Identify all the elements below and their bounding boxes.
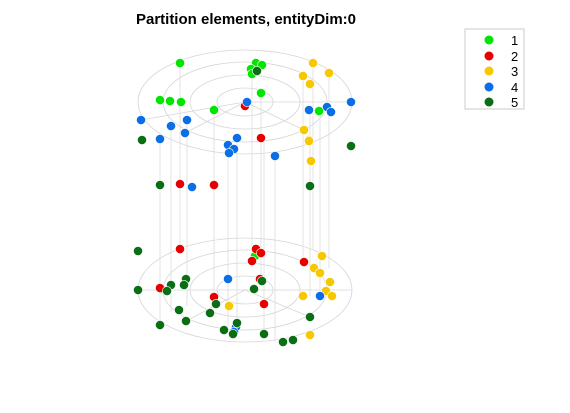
legend-entry: 2 [484,49,518,64]
legend-entry: 4 [484,80,518,95]
legend-box [464,28,525,110]
data-point-series-5-24 [257,276,267,286]
data-point-series-4-10 [270,151,280,161]
data-point-series-2-7 [247,256,257,266]
top-spoke [140,101,246,121]
data-point-series-3-15 [305,330,315,340]
legend-marker-3 [484,66,494,76]
data-point-series-1-7 [176,97,186,107]
data-point-series-5-9 [162,286,172,296]
legend-label: 4 [511,80,518,95]
data-point-series-1-8 [209,105,219,115]
data-point-series-5-5 [133,246,143,256]
data-point-series-4-0 [136,115,146,125]
legend-entry: 1 [484,33,518,48]
data-point-series-2-12 [259,299,269,309]
legend: 1 2 3 4 5 [464,28,525,110]
data-point-series-4-3 [155,134,165,144]
data-point-series-4-4 [180,128,190,138]
data-point-series-5-16 [232,318,242,328]
data-point-series-4-11 [304,105,314,115]
data-point-series-5-10 [133,285,143,295]
data-point-series-5-0 [137,135,147,145]
bottom-spoke [244,289,311,318]
data-point-series-5-18 [228,329,238,339]
data-point-series-5-1 [252,66,262,76]
data-point-series-4-2 [166,121,176,131]
data-point-series-4-1 [182,115,192,125]
data-point-series-3-1 [298,71,308,81]
data-point-series-3-9 [315,268,325,278]
data-point-series-1-0 [175,58,185,68]
data-point-series-3-7 [317,251,327,261]
series-5 [133,66,356,347]
data-points [133,58,356,347]
data-point-series-5-4 [305,181,315,191]
data-point-series-5-3 [155,180,165,190]
data-point-series-4-16 [223,274,233,284]
data-point-series-4-15 [187,182,197,192]
data-point-series-2-6 [256,248,266,258]
data-point-series-4-9 [224,148,234,158]
data-point-series-5-23 [249,284,259,294]
series-4 [136,97,356,337]
data-point-series-3-10 [325,277,335,287]
data-point-series-3-14 [224,301,234,311]
data-point-series-3-3 [305,79,315,89]
chart-title: Partition elements, entityDim:0 [136,11,356,28]
data-point-series-4-6 [232,133,242,143]
data-point-series-3-13 [327,291,337,301]
data-point-series-3-0 [308,58,318,68]
legend-marker-1 [484,35,494,45]
legend-marker-4 [484,82,494,92]
mesh-wireframe [137,49,353,343]
data-point-series-5-17 [219,325,229,335]
data-point-series-5-21 [278,337,288,347]
data-point-series-2-2 [175,179,185,189]
data-point-series-5-11 [211,299,221,309]
data-point-series-3-2 [324,68,334,78]
series-3 [224,58,337,340]
legend-entry: 3 [484,64,518,79]
legend-label: 2 [511,49,518,64]
data-point-series-5-15 [155,320,165,330]
data-point-series-1-6 [165,96,175,106]
legend-label: 5 [511,95,518,110]
legend-label: 3 [511,64,518,79]
data-point-series-5-12 [174,305,184,315]
top-spoke [244,101,305,131]
data-point-series-4-14 [346,97,356,107]
data-point-series-3-11 [298,291,308,301]
legend-marker-5 [484,97,494,107]
data-point-series-1-10 [314,106,324,116]
data-point-series-1-9 [256,88,266,98]
series-1 [155,58,324,294]
data-point-series-3-4 [299,125,309,135]
data-point-series-2-3 [209,180,219,190]
data-point-series-2-4 [175,244,185,254]
data-point-series-5-14 [181,316,191,326]
top-spoke [184,101,246,134]
legend-marker-2 [484,51,494,61]
data-point-series-2-8 [299,257,309,267]
data-point-series-4-5 [242,97,252,107]
data-point-series-3-16 [304,136,314,146]
data-point-series-5-20 [288,335,298,345]
data-point-series-1-5 [155,95,165,105]
data-point-series-3-6 [306,156,316,166]
data-point-series-5-19 [259,329,269,339]
data-point-series-4-17 [315,291,325,301]
data-point-series-4-13 [326,107,336,117]
data-point-series-2-1 [256,133,266,143]
data-point-series-5-8 [179,280,189,290]
data-point-series-5-13 [205,308,215,318]
data-point-series-5-2 [346,141,356,151]
data-point-series-5-22 [305,312,315,322]
legend-entry: 5 [484,95,518,110]
legend-label: 1 [511,33,518,48]
